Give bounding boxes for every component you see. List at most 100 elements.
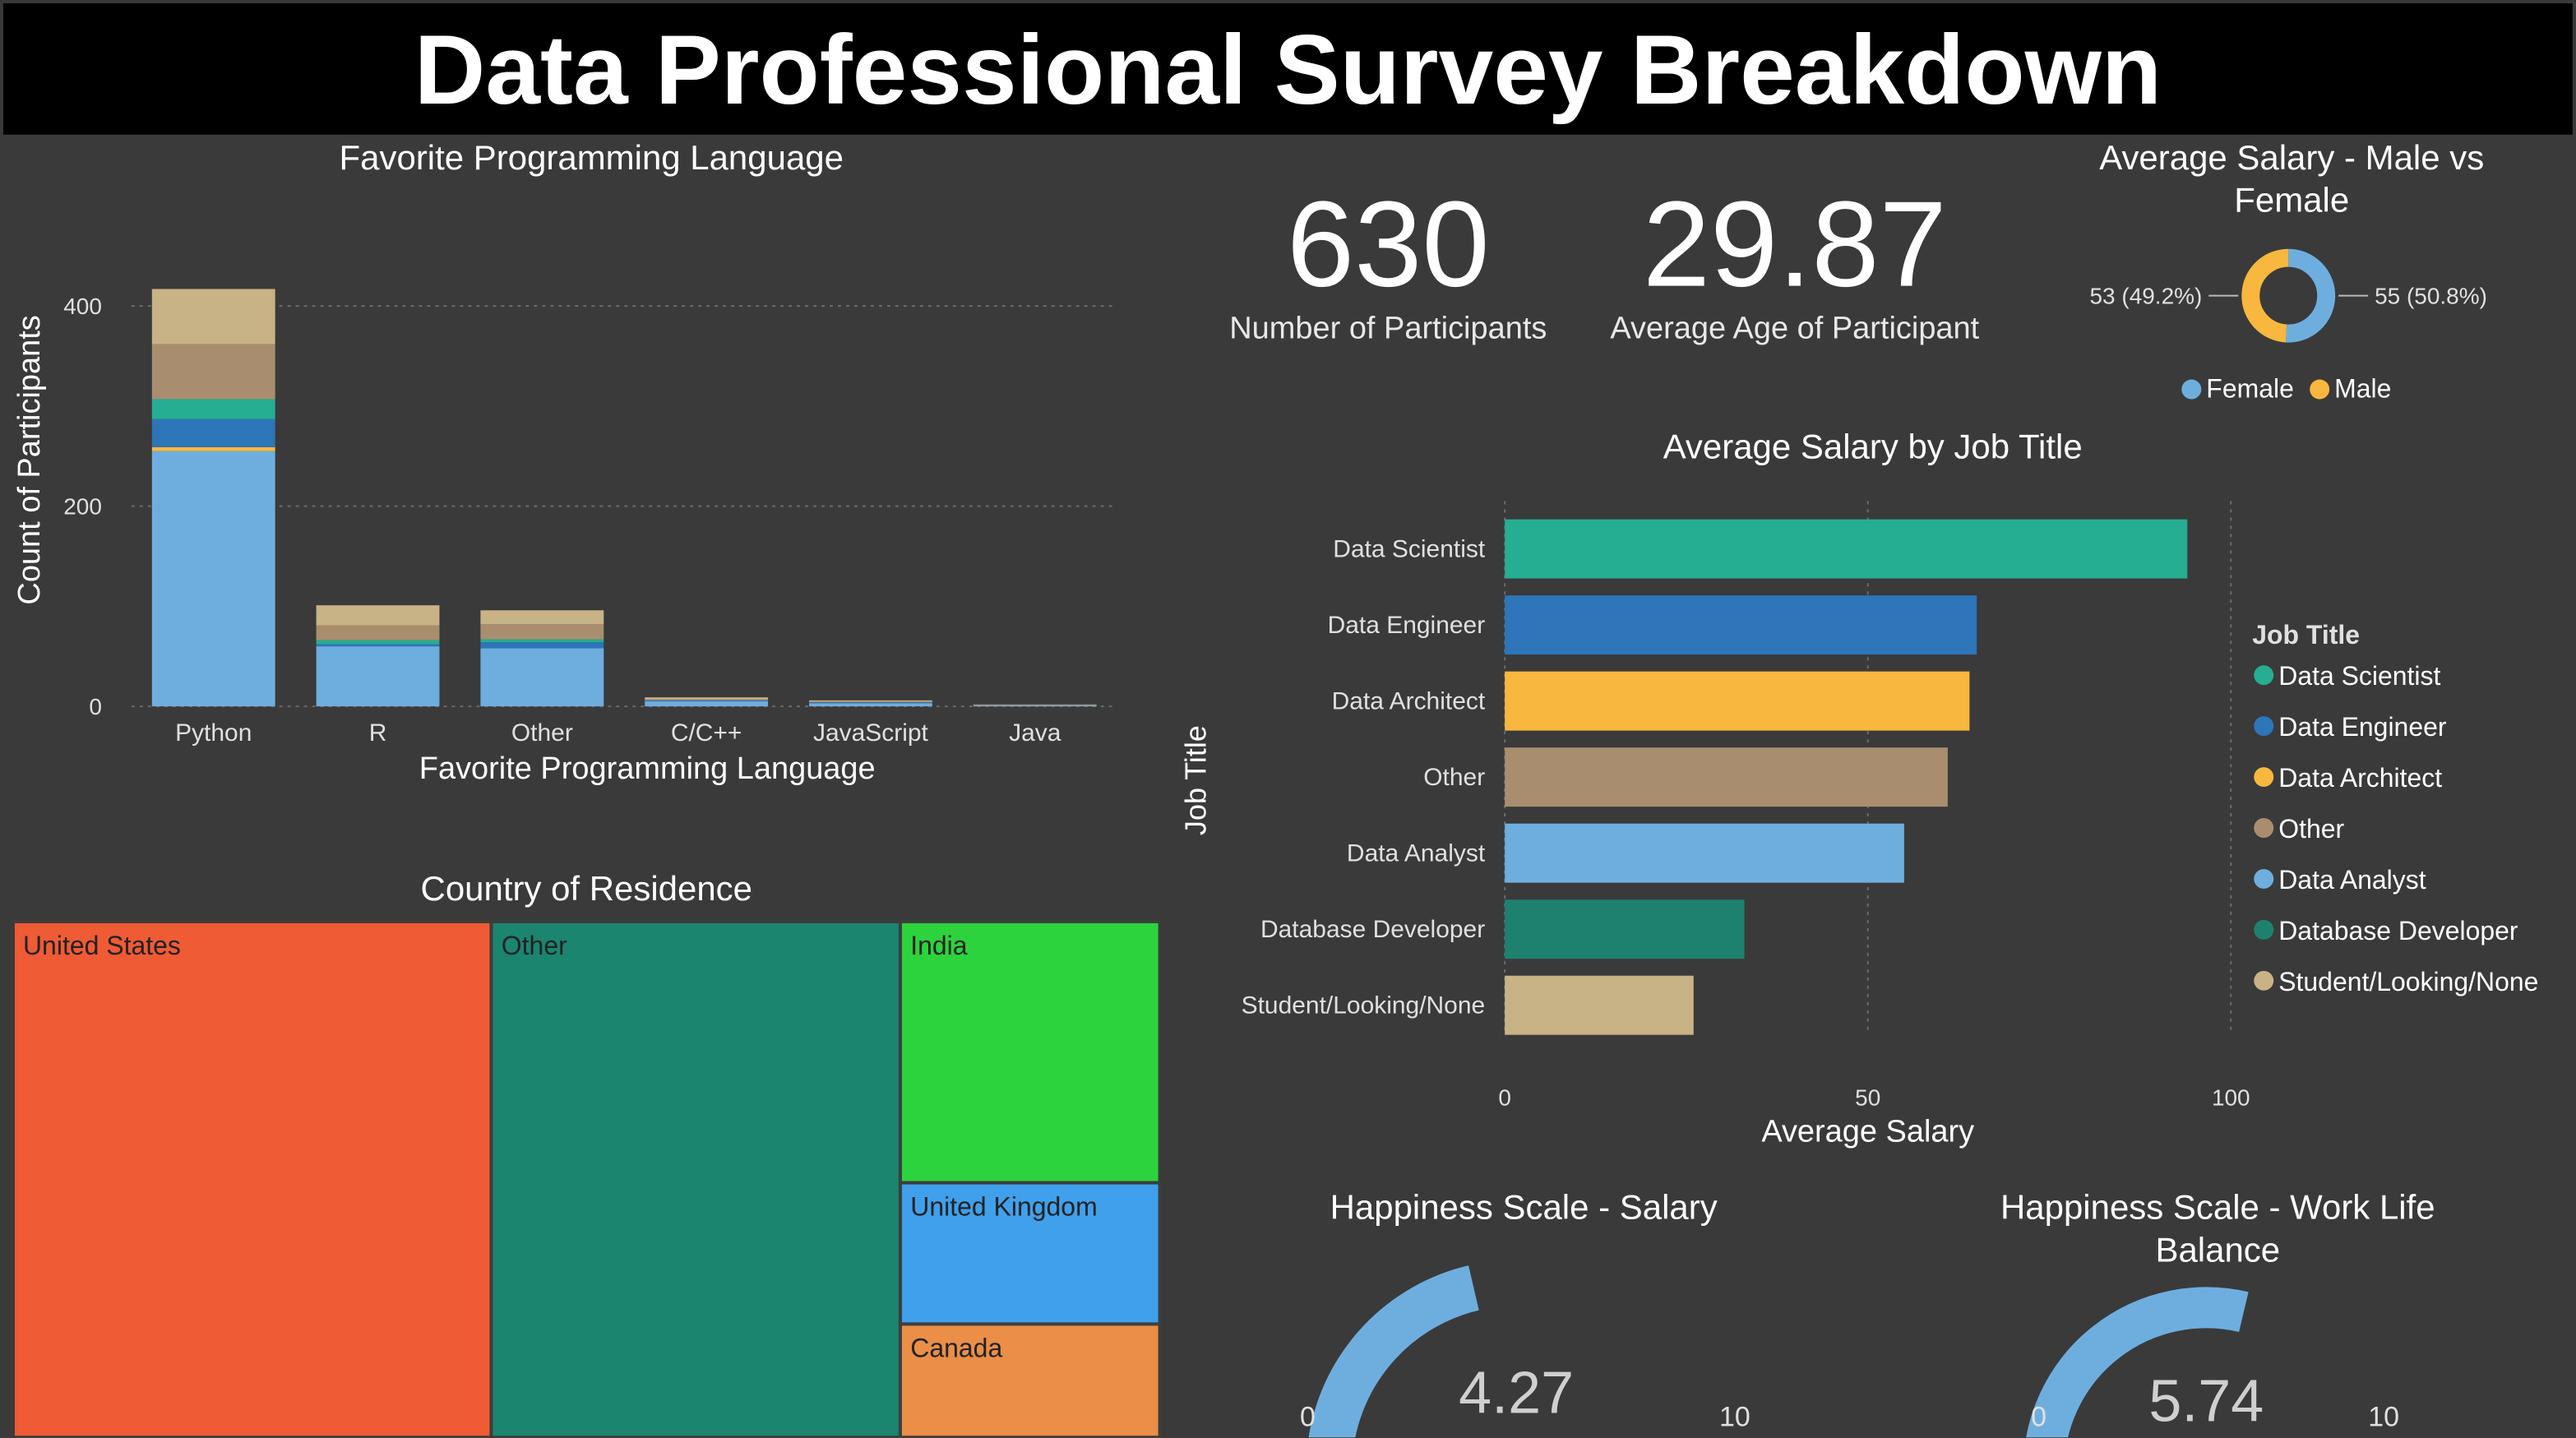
bar-javascript-other	[809, 701, 932, 703]
job-legend-label-data-scientist: Data Scientist	[2278, 661, 2440, 691]
treemap-cell-other[interactable]: Other	[491, 921, 901, 1438]
treemap-cell-united-states[interactable]: United States	[12, 921, 492, 1438]
job-y-tick-data-analyst: Data Analyst	[1347, 840, 1486, 867]
x-tick-javascript: JavaScript	[813, 719, 929, 747]
treemap-label-united-states: United States	[22, 932, 181, 961]
gender-salary-donut[interactable]: 55 (50.8%) 53 (49.2%) Female Male	[2037, 230, 2563, 428]
donut-label-female: 55 (50.8%)	[2375, 284, 2487, 309]
x-tick-r: R	[369, 719, 387, 747]
x-tick-python: Python	[175, 719, 252, 747]
gauge-min-label: 0	[1300, 1401, 1316, 1432]
job-y-tick-data-architect: Data Architect	[1332, 688, 1486, 715]
legend-dot-female	[2181, 379, 2202, 400]
x-tick-c-c: C/C++	[671, 719, 742, 747]
bar-other-data-scientist	[480, 639, 604, 643]
gauge-min-label: 0	[2031, 1401, 2046, 1432]
bar-other-data-analyst	[480, 648, 604, 707]
job-legend-label-other: Other	[2278, 814, 2344, 844]
y-tick-400: 400	[63, 294, 102, 319]
legend-label-male: Male	[2334, 374, 2391, 404]
job-y-tick-database-developer: Database Developer	[1260, 916, 1485, 943]
treemap-label-india: India	[910, 932, 968, 961]
job-legend-dot-data-scientist	[2254, 665, 2274, 686]
job-bar-data-analyst	[1505, 823, 1904, 883]
gauge-fill-arc	[1308, 1265, 1480, 1438]
job-bar-other	[1505, 747, 1948, 807]
bar-python-other	[151, 344, 275, 400]
gauge-fill-arc	[2026, 1287, 2249, 1438]
bar-javascript-data-analyst	[809, 703, 932, 707]
job-bar-database-developer	[1505, 899, 1745, 959]
job-y-tick-data-engineer: Data Engineer	[1328, 612, 1486, 639]
job-y-tick-student-looking-none: Student/Looking/None	[1242, 992, 1486, 1020]
bar-python-student	[151, 289, 275, 344]
participants-label: Number of Participants	[1229, 312, 1547, 347]
job-salary-bar-chart[interactable]: 0 50 100 Data Scientist Data Engineer Data Ar…	[1167, 484, 2576, 1158]
job-legend-label-data-engineer: Data Engineer	[2278, 712, 2447, 742]
bar-python-data-architect	[151, 446, 275, 451]
dashboard-title: Data Professional Survey Breakdown	[2, 2, 2573, 135]
job-legend-label-database-developer: Database Developer	[2278, 916, 2518, 946]
gauge-wlb-title: Happiness Scale - Work Life Balance	[2000, 1189, 2435, 1270]
country-treemap-title: Country of Residence	[420, 870, 753, 909]
job-y-tick-data-scientist: Data Scientist	[1333, 536, 1486, 563]
job-legend-label-data-architect: Data Architect	[2278, 763, 2442, 793]
job-bar-student-looking-none	[1505, 975, 1694, 1035]
gauge-salary-title: Happiness Scale - Salary	[1330, 1189, 1718, 1228]
donut-slice-female	[2285, 248, 2336, 343]
treemap-cell-canada[interactable]: Canada	[900, 1325, 1160, 1438]
bar-other-other	[480, 624, 604, 640]
job-legend-label-data-analyst: Data Analyst	[2278, 865, 2426, 895]
legend-label-female: Female	[2206, 374, 2294, 404]
job-bar-data-engineer	[1505, 595, 1977, 655]
bar-c-c-data-analyst	[645, 701, 769, 707]
bar-r-data-scientist	[316, 640, 440, 645]
y-axis-label: Count of Participants	[12, 315, 47, 604]
bar-r-student	[316, 605, 440, 626]
job-salary-title: Average Salary by Job Title	[1663, 428, 2083, 467]
job-y-axis-label: Job Title	[1179, 725, 1213, 835]
x-tick-java: Java	[1009, 719, 1061, 747]
bar-r-other	[316, 625, 440, 640]
average-age: 29.87	[1642, 175, 1947, 312]
bar-javascript-data-engineer	[809, 702, 932, 704]
bar-java-data-analyst	[973, 705, 1097, 707]
job-bar-data-architect	[1505, 671, 1970, 731]
y-tick-0: 0	[89, 694, 102, 719]
donut-slice-male	[2241, 248, 2289, 343]
wlb-happiness-gauge[interactable]: 5.74 0 10	[1996, 1256, 2522, 1438]
job-x-tick-50: 50	[1855, 1085, 1880, 1111]
gauge-max-label: 10	[2368, 1401, 2399, 1432]
job-x-tick-0: 0	[1498, 1085, 1511, 1111]
language-bar-chart[interactable]: 0 200 400 Python R Other C/C++ JavaScript Java Fa…	[0, 181, 1183, 805]
treemap-cell-united-kingdom[interactable]: United Kingdom	[900, 1182, 1160, 1325]
donut-label-male: 53 (49.2%)	[2090, 284, 2203, 309]
treemap-label-canada: Canada	[910, 1336, 1003, 1365]
salary-happiness-gauge[interactable]: 4.27 0 10	[1265, 1216, 1790, 1438]
job-legend-dot-database-developer	[2254, 919, 2274, 940]
language-chart-title: Favorite Programming Language	[339, 139, 844, 178]
bar-r-data-analyst	[316, 646, 440, 707]
gauge-value: 5.74	[2148, 1368, 2264, 1434]
job-legend-dot-data-engineer	[2254, 716, 2274, 737]
x-axis-label: Favorite Programming Language	[419, 751, 876, 786]
treemap-cell-india[interactable]: India	[900, 921, 1160, 1183]
job-x-axis-label: Average Salary	[1761, 1115, 1974, 1149]
gauge-max-label: 10	[1719, 1401, 1750, 1432]
participants-count: 630	[1286, 175, 1490, 312]
average-age-label: Average Age of Participant	[1610, 312, 1980, 347]
bar-other-student	[480, 610, 604, 625]
job-legend-dot-data-analyst	[2254, 868, 2274, 889]
country-treemap[interactable]: United States Other India United Kingdom Can…	[12, 921, 1160, 1438]
job-x-tick-100: 100	[2212, 1085, 2250, 1111]
job-legend-title: Job Title	[2252, 620, 2360, 650]
bar-python-data-scientist	[151, 399, 275, 419]
job-bar-data-scientist	[1505, 519, 2188, 579]
bar-other-data-engineer	[480, 642, 604, 649]
bar-c-c-other	[645, 699, 769, 701]
bar-c-c-student	[645, 697, 769, 700]
x-tick-other: Other	[511, 719, 573, 747]
gauge-value: 4.27	[1459, 1360, 1574, 1426]
bar-python-data-analyst	[151, 451, 275, 707]
